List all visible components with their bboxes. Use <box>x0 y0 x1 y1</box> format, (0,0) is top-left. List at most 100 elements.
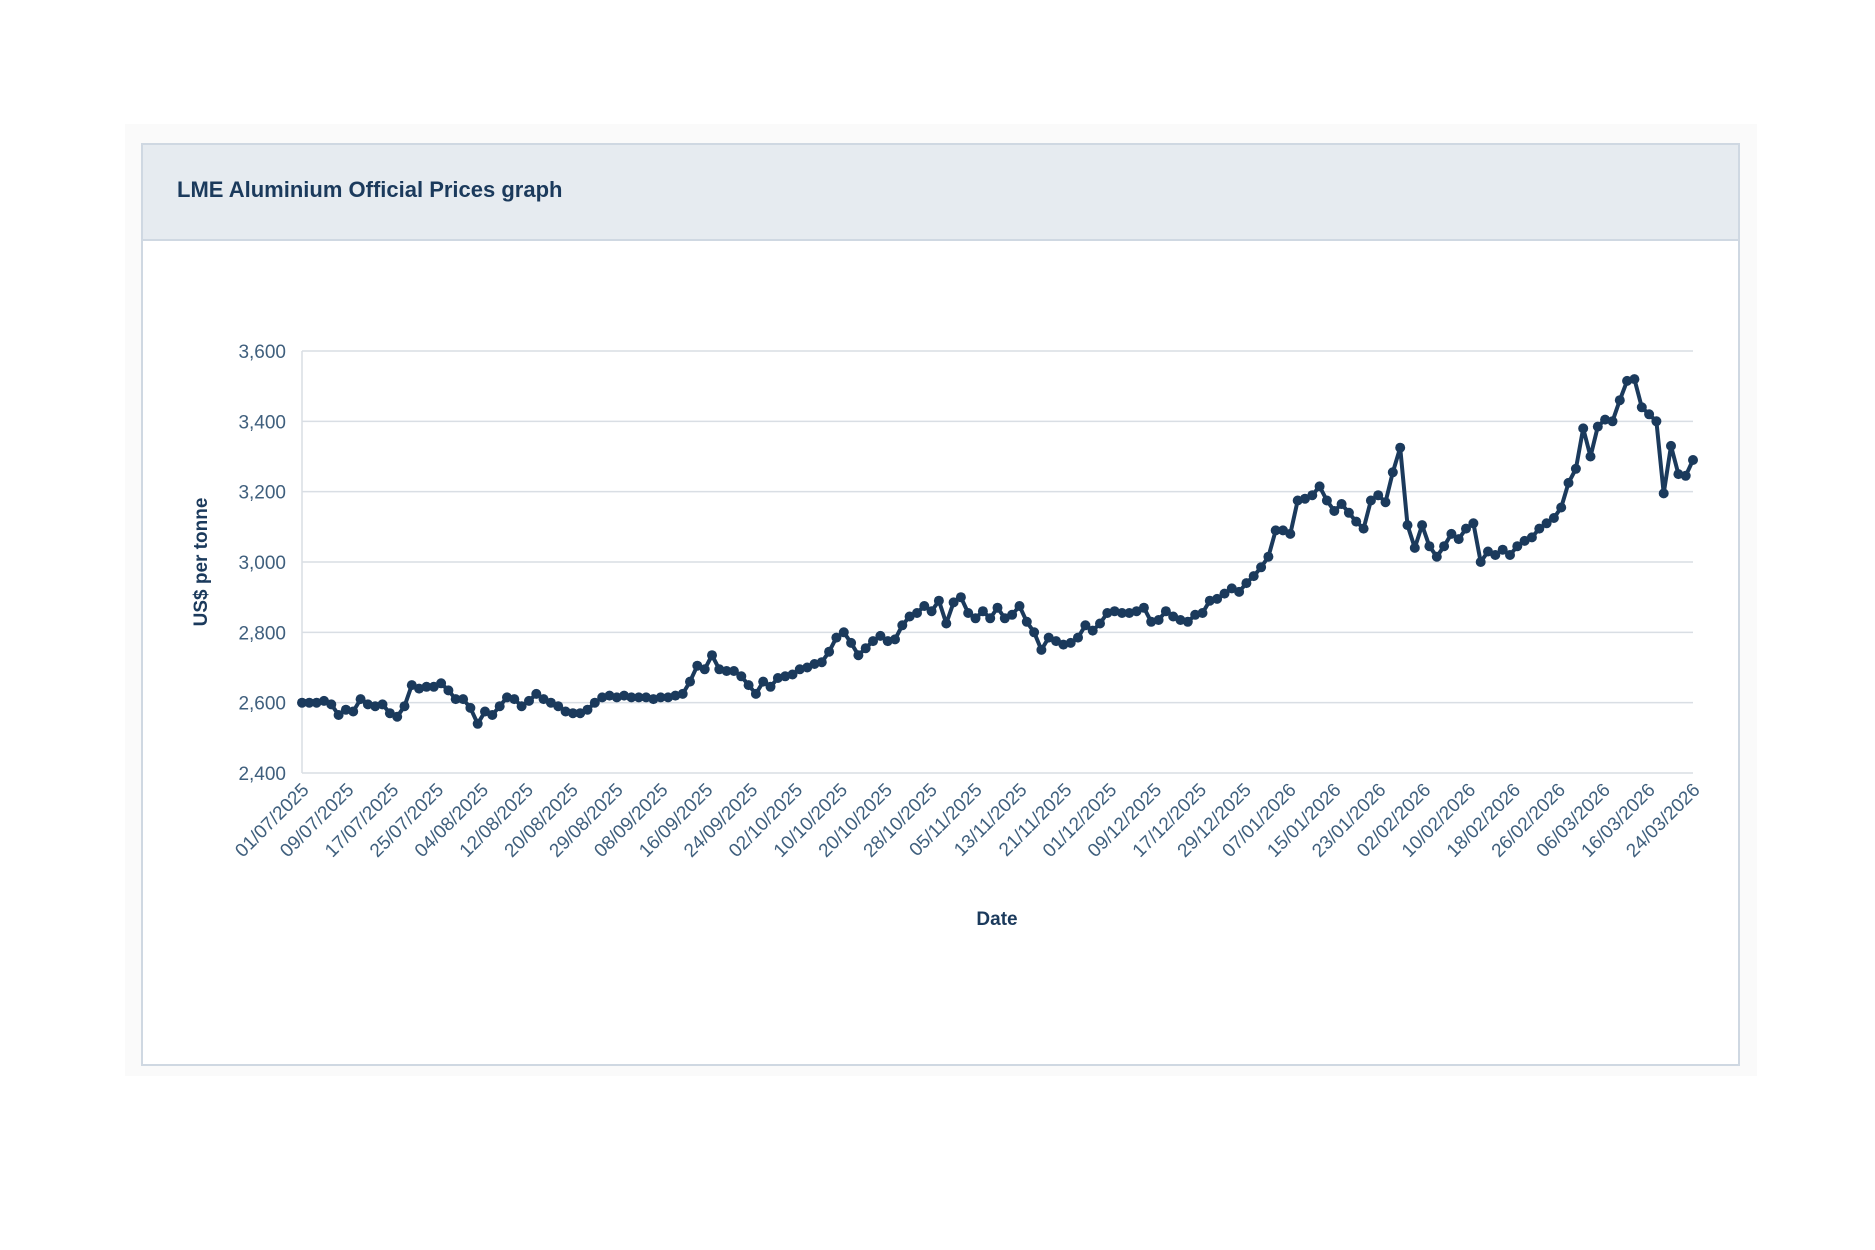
data-point <box>1424 541 1435 552</box>
data-point <box>1043 632 1054 643</box>
data-point <box>1570 463 1581 474</box>
data-point <box>1636 402 1647 413</box>
data-point <box>1526 532 1537 543</box>
data-point <box>728 666 739 676</box>
data-point <box>1651 416 1662 427</box>
data-point <box>1578 423 1589 434</box>
data-point <box>926 606 937 617</box>
data-point <box>992 602 1003 613</box>
data-point <box>824 646 835 657</box>
data-point <box>1490 550 1501 560</box>
data-point <box>1548 513 1559 523</box>
data-point <box>1658 488 1669 499</box>
y-tick-label: 2,800 <box>238 623 286 644</box>
data-point <box>1468 518 1479 529</box>
data-point <box>860 643 871 654</box>
data-point <box>553 701 564 712</box>
data-point <box>853 650 864 661</box>
data-point <box>912 608 922 618</box>
data-point <box>1263 551 1274 562</box>
data-point <box>933 595 944 606</box>
data-point <box>450 694 461 705</box>
y-tick-label: 3,400 <box>238 412 286 433</box>
price-series <box>297 374 1698 729</box>
data-point <box>582 704 593 715</box>
data-point <box>421 681 432 692</box>
data-point <box>1614 395 1625 406</box>
data-point <box>1585 451 1596 462</box>
data-point <box>1556 502 1567 513</box>
data-point <box>1343 507 1354 518</box>
data-point <box>1095 618 1105 629</box>
data-point <box>399 701 410 712</box>
data-point <box>472 718 483 729</box>
data-point <box>1182 616 1193 627</box>
y-axis-title: US$ per tonne <box>191 498 212 627</box>
data-point <box>1073 632 1083 643</box>
data-point <box>1321 495 1332 506</box>
data-point <box>333 710 344 720</box>
data-point <box>1256 562 1267 573</box>
data-point <box>1446 528 1457 539</box>
data-point <box>465 702 476 713</box>
data-point <box>977 606 988 617</box>
data-point <box>567 708 578 719</box>
data-point <box>655 692 666 703</box>
data-point <box>758 676 769 687</box>
data-point <box>1014 601 1025 611</box>
data-point <box>1644 409 1655 420</box>
data-point <box>1153 615 1164 625</box>
data-point <box>1409 542 1420 553</box>
data-point <box>1248 571 1259 582</box>
data-point <box>1431 551 1442 562</box>
data-point <box>1234 586 1245 597</box>
data-point <box>1021 616 1032 627</box>
data-point <box>1453 534 1464 545</box>
data-point <box>1138 602 1149 613</box>
data-point <box>348 706 359 717</box>
data-point <box>509 694 520 705</box>
data-point <box>897 620 908 631</box>
data-point <box>626 692 637 703</box>
data-point <box>1080 620 1091 631</box>
data-point <box>1688 455 1698 465</box>
data-point <box>846 637 857 648</box>
data-point <box>326 699 337 710</box>
data-point <box>355 694 366 705</box>
data-point <box>1534 523 1545 534</box>
data-point <box>1497 544 1508 555</box>
data-point <box>941 618 952 629</box>
panel-header: LME Aluminium Official Prices graph <box>143 145 1738 241</box>
data-point <box>443 685 454 696</box>
data-point <box>868 636 878 647</box>
data-point <box>963 608 974 618</box>
data-point <box>919 601 930 611</box>
data-point <box>736 671 747 682</box>
data-point <box>524 695 534 706</box>
data-point <box>1307 490 1318 501</box>
data-point <box>1563 477 1574 488</box>
y-tick-label: 3,200 <box>238 483 286 504</box>
data-point <box>743 680 754 691</box>
data-point <box>1336 499 1347 509</box>
y-tick-label: 3,600 <box>238 342 286 363</box>
data-point <box>1285 528 1296 539</box>
data-point <box>1512 541 1523 552</box>
data-point <box>1241 578 1252 589</box>
data-point <box>1439 541 1450 552</box>
data-point <box>458 694 469 705</box>
data-point <box>633 692 644 703</box>
data-point <box>516 701 527 712</box>
data-point <box>1592 421 1603 432</box>
data-point <box>1351 516 1362 527</box>
data-point <box>750 688 761 699</box>
data-point <box>1387 467 1398 478</box>
data-point <box>1629 374 1640 385</box>
data-point <box>787 669 798 680</box>
data-point <box>1373 490 1384 501</box>
x-axis-ticks: 01/07/202509/07/202517/07/202525/07/2025… <box>231 780 1704 862</box>
data-point <box>948 597 959 608</box>
data-point <box>1314 481 1325 492</box>
data-point <box>377 699 388 710</box>
